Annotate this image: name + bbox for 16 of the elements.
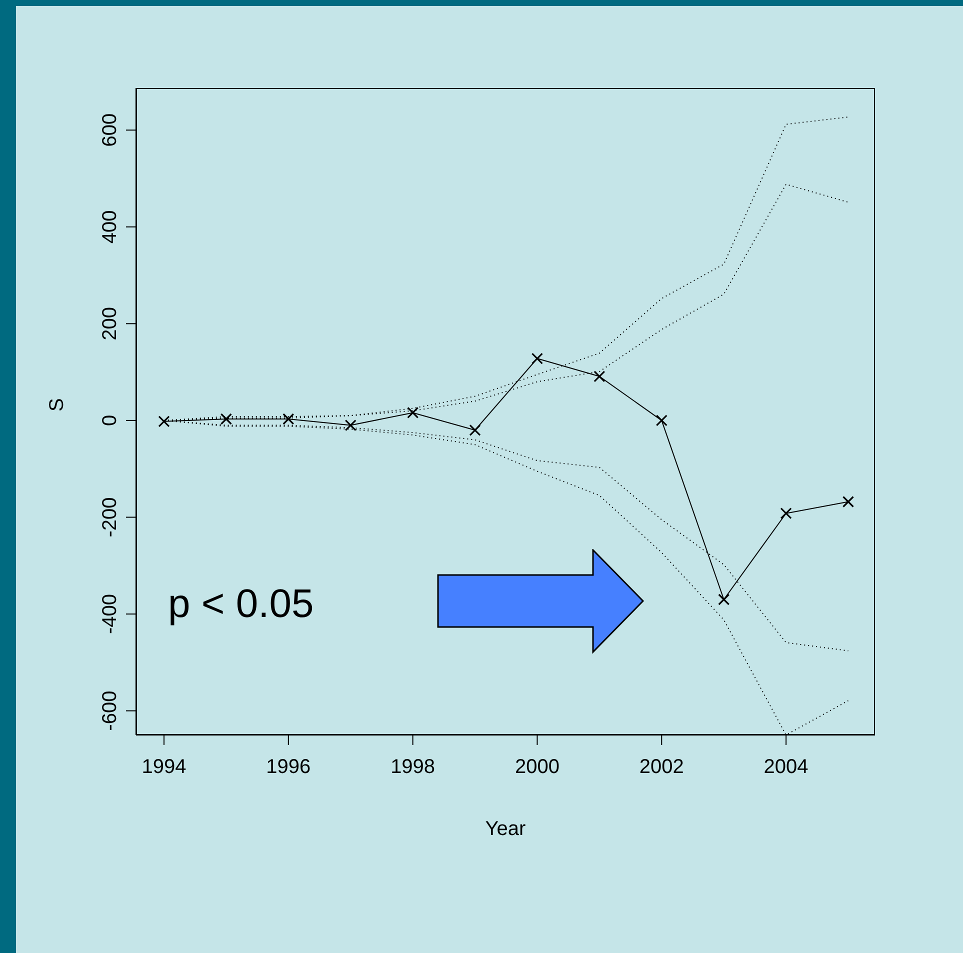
- annotation: p < 0.05: [168, 582, 314, 627]
- y-tick-label: 0: [99, 414, 121, 426]
- x-tick-label: 1996: [266, 756, 311, 778]
- x-tick-label: 1994: [142, 756, 186, 778]
- x-tick-label: 1998: [390, 756, 436, 778]
- y-tick-label: -600: [99, 690, 121, 731]
- x-tick-label: 2000: [514, 756, 560, 778]
- x-axis-title: Year: [485, 818, 526, 840]
- y-tick-label: -400: [99, 594, 121, 634]
- y-tick-label: 600: [99, 113, 121, 147]
- y-tick-label: -200: [99, 497, 121, 538]
- y-axis-title: S: [46, 398, 68, 412]
- x-tick-label: 2004: [764, 756, 808, 778]
- y-tick-label: 400: [99, 210, 121, 244]
- x-tick-label: 2002: [639, 756, 684, 778]
- y-tick-label: 200: [99, 306, 121, 340]
